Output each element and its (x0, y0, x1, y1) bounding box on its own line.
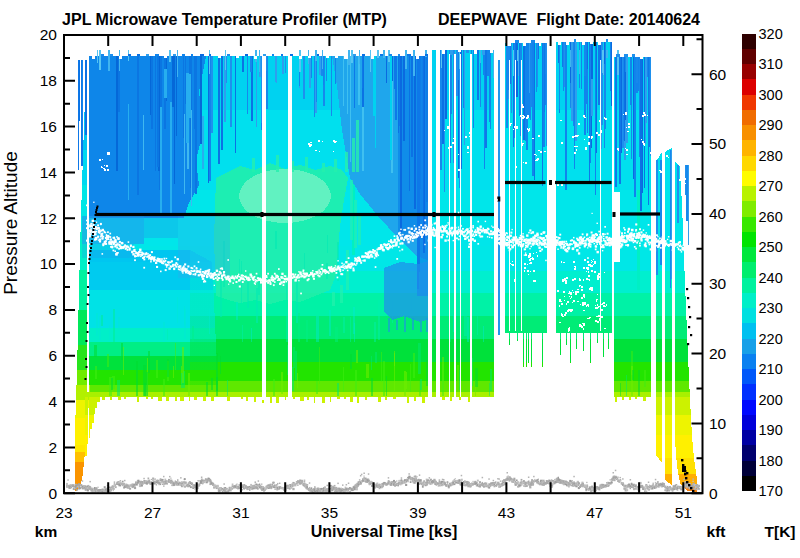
svg-text:10: 10 (40, 255, 58, 272)
svg-text:0: 0 (709, 485, 718, 502)
svg-text:JPL Microwave Temperature Prof: JPL Microwave Temperature Profiler (MTP) (62, 11, 387, 28)
svg-text:T[K]: T[K] (765, 523, 796, 540)
svg-text:200: 200 (759, 392, 783, 408)
svg-text:Universal Time [ks]: Universal Time [ks] (311, 523, 457, 540)
svg-text:DEEPWAVE Flight Date: 2014062: DEEPWAVE Flight Date: 20140624 (438, 11, 700, 28)
svg-text:240: 240 (759, 270, 783, 286)
svg-text:180: 180 (759, 453, 783, 469)
svg-text:47: 47 (586, 504, 603, 521)
svg-text:39: 39 (409, 504, 426, 521)
svg-text:23: 23 (55, 504, 72, 521)
svg-text:27: 27 (144, 504, 161, 521)
svg-text:290: 290 (759, 117, 783, 133)
svg-text:60: 60 (709, 66, 727, 83)
svg-text:51: 51 (675, 504, 692, 521)
svg-text:20: 20 (709, 345, 727, 362)
svg-text:190: 190 (759, 422, 783, 438)
svg-text:35: 35 (321, 504, 338, 521)
svg-text:280: 280 (759, 148, 783, 164)
svg-text:20: 20 (40, 26, 58, 43)
svg-text:0: 0 (48, 485, 57, 502)
svg-text:40: 40 (709, 205, 727, 222)
svg-text:12: 12 (40, 210, 57, 227)
svg-text:kft: kft (707, 523, 726, 540)
svg-text:250: 250 (759, 239, 783, 255)
svg-text:270: 270 (759, 178, 783, 194)
svg-text:300: 300 (759, 87, 783, 103)
svg-text:220: 220 (759, 331, 783, 347)
svg-text:43: 43 (498, 504, 515, 521)
svg-text:2: 2 (48, 439, 57, 456)
svg-text:10: 10 (709, 415, 727, 432)
svg-text:14: 14 (40, 164, 58, 181)
svg-text:4: 4 (48, 393, 57, 410)
svg-text:170: 170 (759, 483, 783, 499)
svg-text:310: 310 (759, 56, 783, 72)
svg-text:50: 50 (709, 135, 727, 152)
svg-text:260: 260 (759, 209, 783, 225)
svg-text:6: 6 (48, 347, 57, 364)
svg-text:320: 320 (759, 26, 783, 42)
svg-text:km: km (35, 523, 57, 540)
svg-text:230: 230 (759, 300, 783, 316)
svg-text:30: 30 (709, 275, 727, 292)
svg-text:31: 31 (232, 504, 249, 521)
svg-text:8: 8 (48, 301, 57, 318)
svg-text:18: 18 (40, 72, 57, 89)
svg-text:Pressure Altitude: Pressure Altitude (0, 151, 21, 295)
svg-text:16: 16 (40, 118, 57, 135)
svg-text:210: 210 (759, 361, 783, 377)
